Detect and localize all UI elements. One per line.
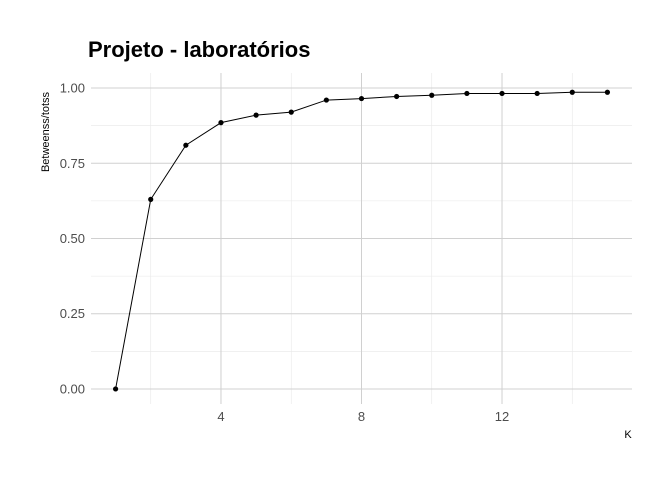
data-point — [534, 90, 540, 97]
x-axis-title: K — [624, 429, 632, 441]
y-axis-title: Betweenss/totss — [40, 91, 52, 172]
x-tick-label: 8 — [358, 409, 365, 424]
data-point — [183, 142, 189, 148]
data-point — [464, 90, 470, 97]
y-tick-label: 0.00 — [60, 381, 85, 396]
y-tick-label: 1.00 — [60, 81, 85, 96]
data-point — [499, 90, 505, 97]
data-point — [323, 97, 329, 103]
series-group — [112, 89, 611, 392]
chart-title: Projeto - laboratórios — [88, 37, 310, 62]
data-point — [148, 196, 154, 202]
y-tick-label: 0.50 — [60, 231, 85, 246]
data-point — [218, 120, 224, 126]
x-axis-tick-labels: 4 8 12 — [217, 409, 509, 424]
data-point — [358, 95, 365, 102]
data-point — [569, 89, 575, 95]
x-tick-label: 12 — [495, 409, 509, 424]
data-point — [253, 112, 259, 118]
x-tick-label: 4 — [217, 409, 224, 424]
y-tick-label: 0.75 — [60, 156, 85, 171]
y-axis-tick-labels: 0.00 0.25 0.50 0.75 1.00 — [60, 81, 85, 397]
data-point — [394, 93, 400, 100]
data-point — [429, 92, 435, 98]
chart-grid — [91, 73, 632, 404]
data-point — [288, 109, 294, 115]
data-point — [604, 89, 611, 95]
y-tick-label: 0.25 — [60, 306, 85, 321]
data-point — [112, 386, 119, 392]
